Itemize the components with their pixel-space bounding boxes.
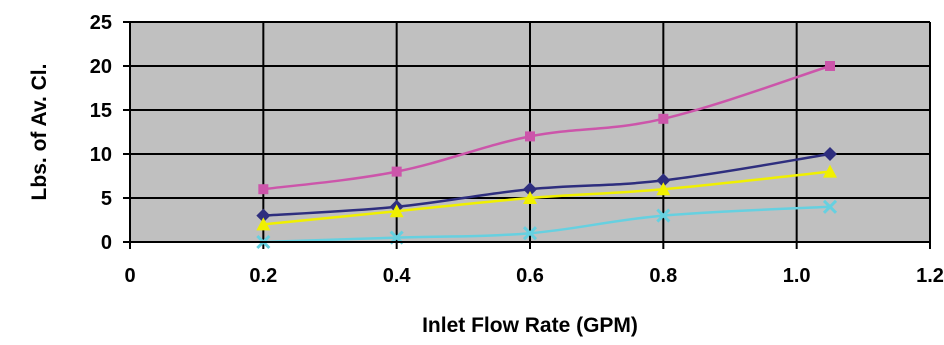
series-group	[256, 61, 838, 250]
data-point	[391, 166, 402, 177]
x-tick-label: 0	[124, 265, 135, 287]
series-1	[258, 61, 835, 195]
y-tick-label: 25	[90, 12, 112, 34]
data-point	[656, 173, 671, 188]
x-axis-title: Inlet Flow Rate (GPM)	[422, 314, 638, 337]
x-tick-label: 1.0	[783, 265, 811, 287]
data-point	[656, 182, 671, 196]
data-point	[389, 204, 404, 218]
data-point	[525, 131, 535, 142]
y-tick-label: 10	[90, 144, 112, 166]
data-point	[656, 208, 671, 223]
series-3	[256, 164, 837, 231]
x-tick-label: 0.6	[516, 265, 544, 287]
y-tick-label: 20	[90, 56, 112, 78]
x-tick-label: 1.2	[916, 265, 944, 287]
data-point	[522, 226, 538, 241]
y-tick-label: 0	[101, 232, 112, 254]
data-point	[523, 182, 537, 197]
y-tick-label: 5	[101, 188, 112, 210]
gridlines	[130, 21, 931, 242]
data-point	[256, 208, 271, 223]
data-point	[822, 199, 838, 214]
data-point	[825, 61, 835, 71]
data-point	[258, 184, 269, 195]
data-point	[256, 217, 271, 231]
x-tick-label: 0.8	[649, 265, 677, 287]
x-tick-label: 0.4	[383, 265, 412, 287]
y-axis-title: Lbs. of Av. Cl.	[28, 64, 51, 201]
x-tick-labels: 0 0.2 0.4 0.6 0.8 1.0 1.2	[124, 242, 944, 287]
y-tick-label: 15	[90, 100, 112, 122]
data-point	[523, 191, 537, 204]
data-point	[823, 147, 837, 161]
data-point	[658, 113, 669, 124]
x-tick-label: 0.2	[249, 265, 277, 287]
y-tick-labels: 0 5 10 15 20 25	[90, 12, 130, 254]
data-point	[823, 164, 837, 178]
